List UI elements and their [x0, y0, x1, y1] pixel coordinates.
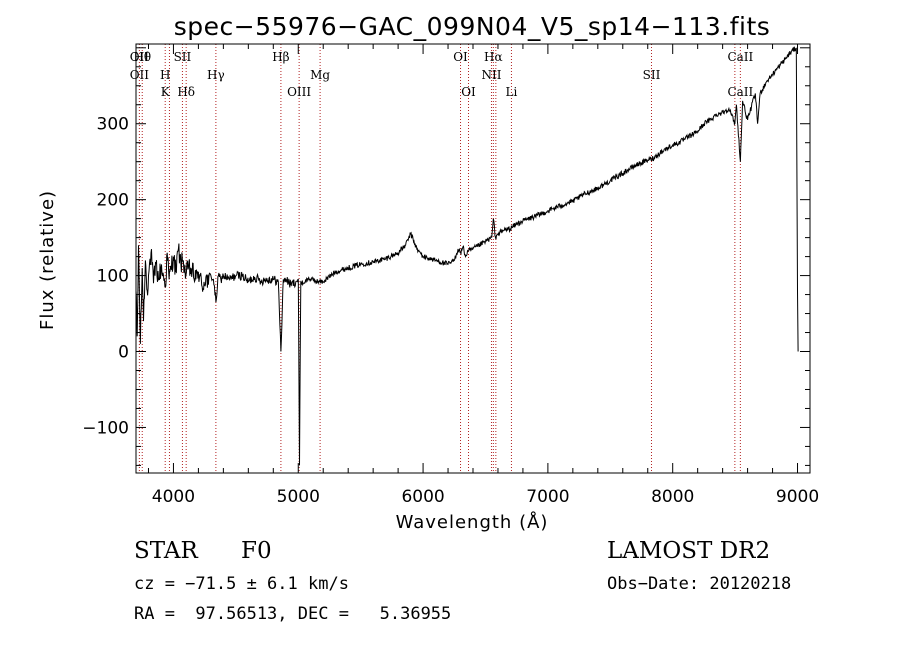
spectral-line-label: Hα [484, 50, 503, 64]
spectral-line-label: Hθ [133, 50, 151, 64]
spectral-line-label: Mg [310, 68, 330, 82]
x-axis-label: Wavelength (Å) [396, 511, 549, 533]
spectral-line-label: H [160, 68, 170, 82]
coordinates-text: RA = 97.56513, DEC = 5.36955 [134, 604, 452, 624]
spectral-line-label: SII [174, 50, 192, 64]
x-tick-label: 7000 [526, 487, 569, 507]
spectral-line-label: OII [130, 50, 150, 64]
y-tick-label: 0 [118, 343, 129, 363]
spectral-line-label: SII [643, 68, 661, 82]
spectral-line-label: Hβ [272, 50, 289, 64]
object-class: STAR [134, 538, 198, 564]
spectral-line-label: Hδ [177, 85, 195, 99]
spectral-line-label: CaII [727, 50, 753, 64]
x-tick-label: 9000 [776, 487, 819, 507]
x-tick-label: 5000 [277, 487, 320, 507]
x-tick-label: 6000 [401, 487, 444, 507]
spectral-line-label: OI [461, 85, 476, 99]
y-axis-label: Flux (relative) [37, 190, 58, 330]
y-axis-ticks: −100 0 100 200 300 [82, 47, 810, 466]
spectral-line-label: NII [481, 68, 501, 82]
y-tick-label: 100 [97, 267, 129, 287]
spectral-line-label: Li [506, 85, 518, 99]
spectral-line-label: CaII [727, 85, 753, 99]
y-tick-label: −100 [82, 418, 129, 438]
spectral-line-label: OI [453, 50, 468, 64]
spectral-line-label: OIII [287, 85, 311, 99]
y-tick-label: 300 [97, 115, 129, 135]
observation-date: Obs−Date: 20120218 [607, 574, 792, 594]
survey-name: LAMOST DR2 [607, 538, 771, 564]
spectrum-series-line [135, 46, 799, 466]
spectral-line-label: Hγ [207, 68, 225, 82]
chart-title: spec−55976−GAC_099N04_V5_sp14−113.fits [174, 12, 771, 41]
redshift-text: cz = −71.5 ± 6.1 km/s [134, 574, 349, 594]
x-axis-ticks: 4000 5000 6000 7000 8000 9000 [147, 44, 819, 507]
object-subclass: F0 [241, 538, 272, 564]
x-tick-label: 4000 [152, 487, 195, 507]
y-tick-label: 200 [97, 191, 129, 211]
spectral-line-labels: OIIOIIHθHKSIIHδHγHβOIIIMgOIOINIIHαLiSIIC… [130, 50, 754, 99]
spectral-line-label: K [161, 85, 171, 99]
x-tick-label: 8000 [651, 487, 694, 507]
spectral-line-label: OII [130, 68, 150, 82]
